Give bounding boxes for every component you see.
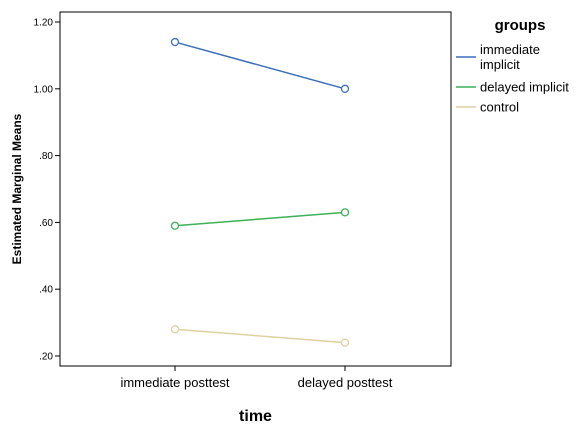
- y-tick-label: .60: [39, 218, 53, 229]
- series-line: [174, 41, 346, 90]
- x-axis-title: time: [239, 408, 272, 425]
- series-layer: [170, 37, 350, 347]
- data-point: [340, 208, 350, 217]
- legend-item: control: [456, 100, 519, 115]
- data-point: [340, 84, 350, 93]
- data-point: [170, 221, 180, 230]
- y-axis: .20 .40 .60 .80 1.00 1.20: [34, 18, 60, 362]
- data-point: [340, 338, 350, 347]
- series-delayed-implicit: [170, 208, 350, 230]
- y-tick-label: 1.00: [34, 84, 54, 95]
- data-point: [170, 37, 180, 47]
- legend-item: delayed implicit: [456, 80, 569, 95]
- series-immediate-implicit: [170, 37, 350, 93]
- series-control: [170, 325, 350, 347]
- series-line: [174, 211, 346, 227]
- data-point: [170, 325, 180, 334]
- plot-area: [59, 11, 452, 367]
- legend-title: groups: [495, 17, 546, 34]
- y-axis-title: Estimated Marginal Means: [10, 113, 24, 264]
- y-tick-label: .80: [39, 151, 53, 162]
- y-tick-label: .40: [39, 285, 53, 296]
- legend-item: immediate implicit: [456, 42, 540, 72]
- x-axis: immediate posttest delayed posttest: [120, 366, 393, 390]
- legend-label: immediate implicit: [480, 42, 540, 72]
- x-tick-label: immediate posttest: [120, 375, 229, 390]
- legend: groups immediate implicit delayed implicit…: [456, 17, 569, 115]
- legend-label: control: [480, 100, 519, 115]
- series-line: [174, 328, 346, 344]
- y-tick-label: .20: [39, 351, 53, 362]
- x-tick-label: delayed posttest: [298, 375, 393, 390]
- legend-label: delayed implicit: [480, 80, 569, 95]
- y-tick-label: 1.20: [34, 18, 54, 29]
